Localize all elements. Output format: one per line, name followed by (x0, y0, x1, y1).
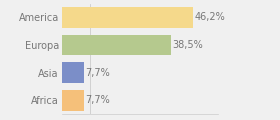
Text: 7,7%: 7,7% (85, 95, 110, 105)
Text: 7,7%: 7,7% (85, 68, 110, 78)
Text: 46,2%: 46,2% (195, 12, 225, 22)
Bar (62, 7, 193, 28)
Bar (62, 35, 171, 55)
Text: 38,5%: 38,5% (173, 40, 204, 50)
Bar (62, 62, 83, 83)
Bar (62, 90, 83, 111)
